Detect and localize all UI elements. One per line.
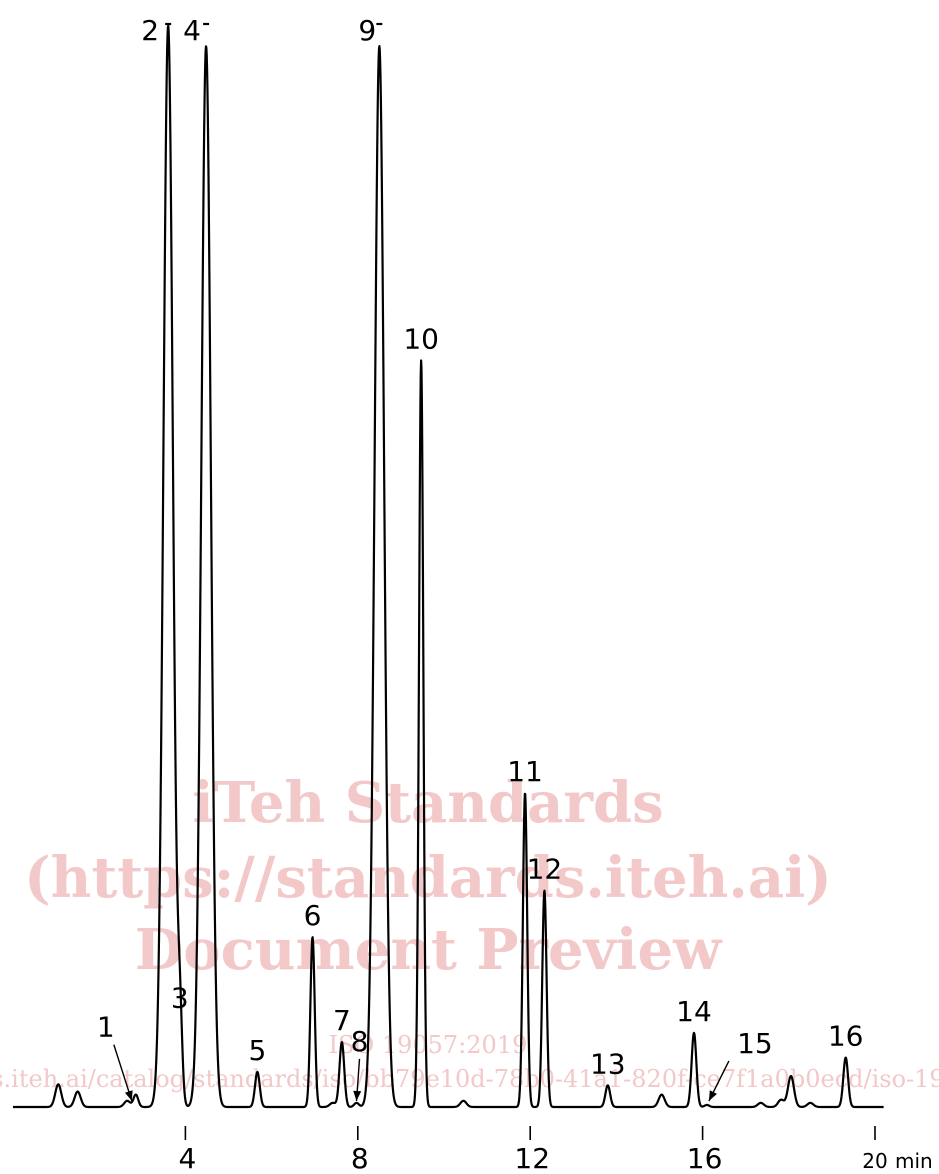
chromatogram-trace [12, 24, 885, 1109]
peak-label: 2 [141, 14, 159, 47]
peak-label: 15 [737, 1027, 773, 1060]
peak-arrowhead [353, 1090, 362, 1101]
peak-label: 6 [304, 899, 322, 932]
peak-arrowhead [124, 1090, 133, 1101]
peak-label: 7 [333, 1004, 351, 1037]
watermark: iTeh Standards (https://standards.iteh.a… [0, 770, 939, 1093]
peak-label: 8 [351, 1025, 369, 1058]
peak-label: 13 [590, 1047, 626, 1080]
peak-label: 11 [507, 755, 543, 788]
watermark-line-2: (https://standards.iteh.ai) [24, 845, 832, 911]
x-tick-label: 4 [178, 1142, 196, 1174]
trace-layer [12, 22, 885, 1109]
x-tick-label: 16 [687, 1142, 723, 1174]
x-tick-label: 20 [862, 1149, 887, 1173]
peak-label: 3 [171, 981, 189, 1014]
peak-label: 16 [828, 1020, 864, 1053]
watermark-line-4: ISO 19057:2019 [329, 1031, 528, 1059]
watermark-line-3: Document Preview [135, 917, 723, 983]
x-tick-label: 8 [351, 1142, 369, 1174]
peak-label: 1 [97, 1011, 115, 1044]
peak-label: 14 [676, 995, 712, 1028]
x-tick-label: 12 [514, 1142, 550, 1174]
arrow-layer [113, 1044, 730, 1102]
watermark-line-5: https://standards.iteh.ai/catalog/standa… [0, 1065, 939, 1093]
peak-label: 10 [403, 322, 439, 355]
peak-label: 4 [183, 14, 201, 47]
peak-arrowhead [708, 1090, 717, 1101]
x-unit-label: min [895, 1149, 933, 1173]
time-axis: 4 8 12 16 20 min [178, 1126, 933, 1174]
peak-label: 9 [358, 14, 376, 47]
peak-label: 5 [248, 1034, 266, 1067]
watermark-line-1: iTeh Standards [192, 770, 663, 836]
peak-label: 12 [527, 853, 563, 886]
